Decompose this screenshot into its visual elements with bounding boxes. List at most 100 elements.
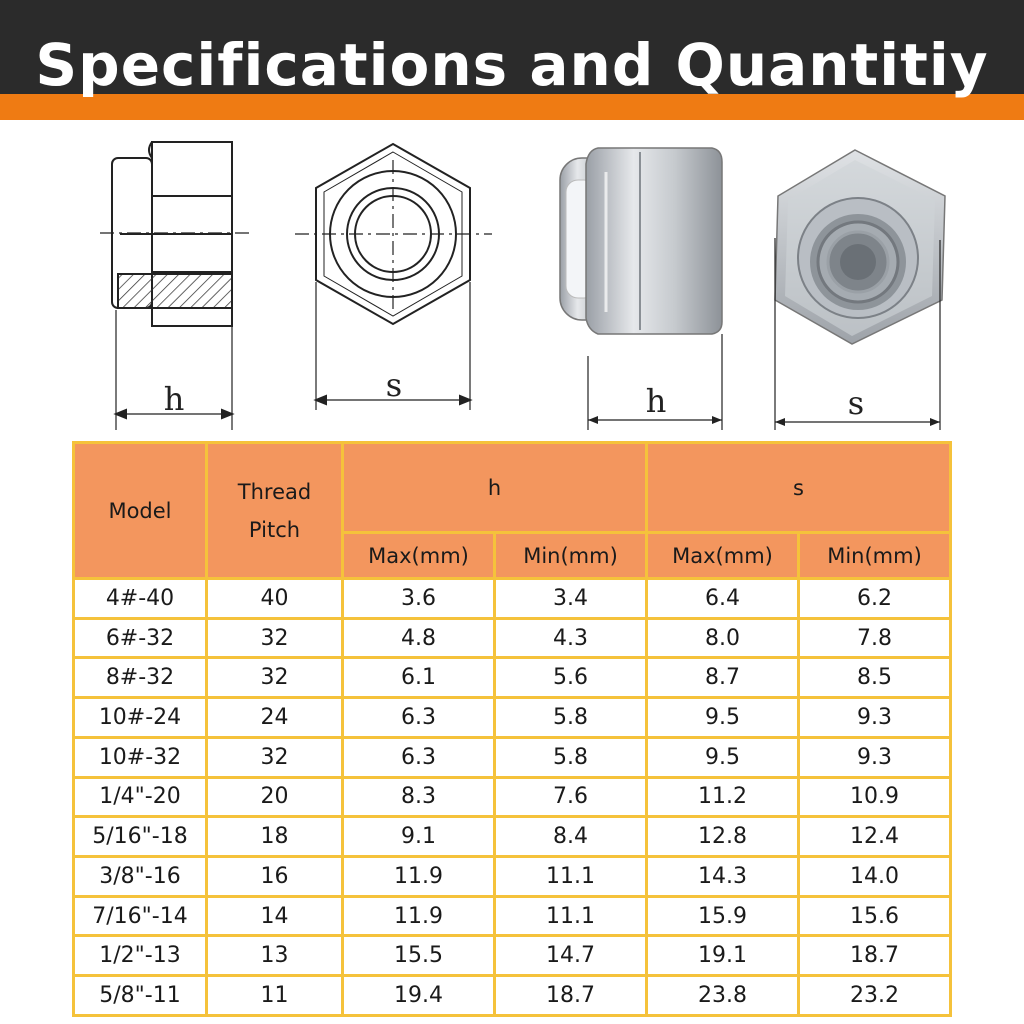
- cell-s-max: 12.8: [645, 815, 800, 859]
- cell-s-max: 14.3: [645, 855, 800, 898]
- header-thread-pitch: Thread Pitch: [205, 441, 344, 580]
- table-row: 7/16"-14 14 11.9 11.1 15.9 15.6: [72, 894, 953, 938]
- cell-s-min: 9.3: [796, 735, 953, 779]
- cell-s-min: 18.7: [796, 934, 953, 978]
- cell-pitch: 18: [205, 815, 344, 859]
- cell-h-max: 6.3: [341, 696, 496, 739]
- table-row: 8#-32 32 6.1 5.6 8.7 8.5: [72, 656, 953, 700]
- table-body: 4#-40 40 3.6 3.4 6.4 6.2 6#-32 32 4.8 4.3 8.0 7.8 8#…: [72, 577, 953, 1017]
- cell-model: 4#-40: [72, 577, 208, 620]
- cell-s-max: 9.5: [645, 735, 800, 779]
- header-s-min: Min(mm): [796, 531, 953, 580]
- cell-pitch: 13: [205, 934, 344, 978]
- cell-model: 10#-32: [72, 735, 208, 779]
- table-row: 6#-32 32 4.8 4.3 8.0 7.8: [72, 616, 953, 660]
- cell-s-max: 23.8: [645, 974, 800, 1017]
- nut-photo-side: [559, 147, 723, 430]
- cell-pitch: 14: [205, 894, 344, 938]
- cell-h-max: 6.1: [341, 656, 496, 700]
- cell-h-min: 3.4: [493, 577, 648, 620]
- side-view-drawing: [100, 141, 250, 430]
- cell-h-max: 19.4: [341, 974, 496, 1017]
- cell-pitch: 11: [205, 974, 344, 1017]
- cell-s-min: 15.6: [796, 894, 953, 938]
- photo-side-label: h: [646, 382, 667, 420]
- cell-model: 1/2"-13: [72, 934, 208, 978]
- cell-h-max: 4.8: [341, 616, 496, 660]
- cell-h-max: 8.3: [341, 775, 496, 819]
- cell-pitch: 16: [205, 855, 344, 898]
- cell-s-min: 23.2: [796, 974, 953, 1017]
- cell-s-min: 7.8: [796, 616, 953, 660]
- nut-photo-front: [774, 149, 946, 430]
- cell-model: 8#-32: [72, 656, 208, 700]
- cell-h-min: 7.6: [493, 775, 648, 819]
- cell-s-min: 12.4: [796, 815, 953, 859]
- header-h-max: Max(mm): [341, 531, 496, 580]
- cell-model: 1/4"-20: [72, 775, 208, 819]
- header-group-s: s: [644, 441, 953, 534]
- cell-h-min: 5.8: [493, 696, 648, 739]
- cell-s-min: 9.3: [796, 696, 953, 739]
- table-row: 4#-40 40 3.6 3.4 6.4 6.2: [72, 577, 953, 620]
- table-row: 5/8"-11 11 19.4 18.7 23.8 23.2: [72, 974, 953, 1017]
- photo-front-label: s: [848, 384, 864, 422]
- header-banner: Specifications and Quantitiy: [0, 0, 1024, 120]
- header-thread-line1: Thread: [237, 479, 312, 504]
- header-stripe: [0, 94, 1024, 120]
- cell-h-min: 4.3: [493, 616, 648, 660]
- cell-pitch: 40: [205, 577, 344, 620]
- cell-model: 6#-32: [72, 616, 208, 660]
- header-s-max: Max(mm): [645, 531, 800, 580]
- specifications-table: Model Thread Pitch h s Max(mm) Min(mm) M…: [72, 441, 953, 1017]
- front-view-drawing: [295, 142, 492, 410]
- header-model: Model: [72, 441, 208, 580]
- table-row: 1/4"-20 20 8.3 7.6 11.2 10.9: [72, 775, 953, 819]
- cell-h-min: 5.6: [493, 656, 648, 700]
- cell-h-min: 11.1: [493, 855, 648, 898]
- table-row: 1/2"-13 13 15.5 14.7 19.1 18.7: [72, 934, 953, 978]
- cell-s-max: 19.1: [645, 934, 800, 978]
- cell-model: 5/16"-18: [72, 815, 208, 859]
- cell-pitch: 24: [205, 696, 344, 739]
- cell-pitch: 32: [205, 656, 344, 700]
- cell-h-max: 6.3: [341, 735, 496, 779]
- page-title: Specifications and Quantitiy: [35, 31, 989, 99]
- cell-s-min: 6.2: [796, 577, 953, 620]
- cell-h-max: 11.9: [341, 894, 496, 938]
- cell-s-max: 15.9: [645, 894, 800, 938]
- front-view-label: s: [386, 366, 402, 404]
- table-row: 10#-32 32 6.3 5.8 9.5 9.3: [72, 735, 953, 779]
- cell-s-max: 11.2: [645, 775, 800, 819]
- cell-h-min: 11.1: [493, 894, 648, 938]
- cell-s-min: 8.5: [796, 656, 953, 700]
- cell-s-min: 10.9: [796, 775, 953, 819]
- cell-model: 3/8"-16: [72, 855, 208, 898]
- cell-h-min: 8.4: [493, 815, 648, 859]
- cell-pitch: 32: [205, 735, 344, 779]
- header-h-min: Min(mm): [493, 531, 648, 580]
- cell-h-max: 3.6: [341, 577, 496, 620]
- cell-model: 5/8"-11: [72, 974, 208, 1017]
- cell-s-max: 8.7: [645, 656, 800, 700]
- cell-s-max: 8.0: [645, 616, 800, 660]
- cell-h-max: 15.5: [341, 934, 496, 978]
- table-row: 5/16"-18 18 9.1 8.4 12.8 12.4: [72, 815, 953, 859]
- cell-model: 7/16"-14: [72, 894, 208, 938]
- nut-diagrams: h s h: [100, 141, 946, 430]
- cell-s-min: 14.0: [796, 855, 953, 898]
- cell-pitch: 20: [205, 775, 344, 819]
- cell-pitch: 32: [205, 616, 344, 660]
- cell-h-min: 5.8: [493, 735, 648, 779]
- table-row: 3/8"-16 16 11.9 11.1 14.3 14.0: [72, 855, 953, 898]
- cell-h-max: 11.9: [341, 855, 496, 898]
- cell-h-min: 18.7: [493, 974, 648, 1017]
- side-view-label: h: [164, 380, 185, 418]
- cell-model: 10#-24: [72, 696, 208, 739]
- cell-s-max: 9.5: [645, 696, 800, 739]
- cell-s-max: 6.4: [645, 577, 800, 620]
- cell-h-max: 9.1: [341, 815, 496, 859]
- cell-h-min: 14.7: [493, 934, 648, 978]
- header-thread-line2: Pitch: [248, 517, 301, 542]
- header-group-h: h: [341, 441, 648, 534]
